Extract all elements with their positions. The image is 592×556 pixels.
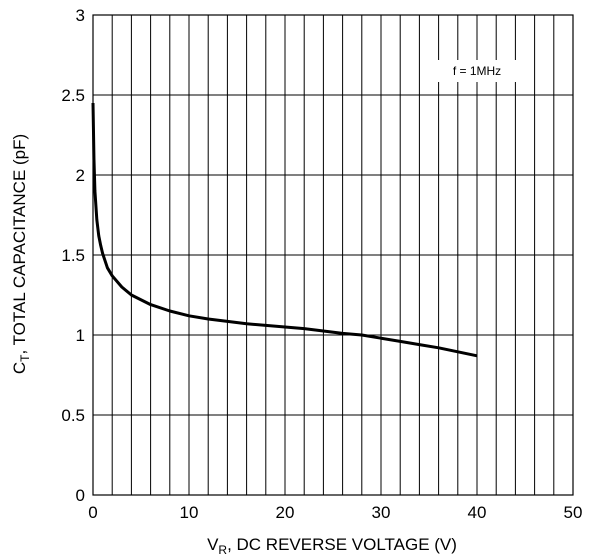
y-tick-label: 0.5 — [61, 406, 85, 425]
x-tick-label: 10 — [180, 503, 199, 522]
plot-border — [92, 14, 574, 496]
y-tick-label: 1.5 — [61, 246, 85, 265]
series-layer — [91, 102, 478, 358]
x-tick-labels: 0 10 20 30 40 50 — [88, 503, 582, 522]
x-tick-label: 20 — [276, 503, 295, 522]
grid — [93, 15, 573, 495]
y-tick-label: 2.5 — [61, 86, 85, 105]
x-axis-label-rest: , DC REVERSE VOLTAGE (V) — [227, 535, 457, 554]
y-axis-label-main: C — [10, 362, 29, 374]
x-axis-label: VR, DC REVERSE VOLTAGE (V) — [207, 535, 457, 556]
series-line — [91, 102, 478, 358]
annotation-text: f = 1MHz — [453, 64, 501, 78]
y-tick-label: 3 — [76, 6, 85, 25]
y-tick-label: 0 — [76, 486, 85, 505]
y-axis-label: CT, TOTAL CAPACITANCE (pF) — [10, 134, 32, 374]
y-tick-label: 2 — [76, 166, 85, 185]
x-axis-label-main: V — [207, 535, 219, 554]
y-axis-label-rest: , TOTAL CAPACITANCE (pF) — [10, 134, 29, 355]
y-tick-labels: 0 0.5 1 1.5 2 2.5 3 — [61, 6, 85, 505]
x-tick-label: 30 — [372, 503, 391, 522]
annotation-background — [437, 60, 518, 82]
x-tick-label: 50 — [564, 503, 583, 522]
y-tick-label: 1 — [76, 326, 85, 345]
x-axis-label-subscript: R — [218, 543, 227, 556]
x-tick-label: 40 — [468, 503, 487, 522]
y-axis-label-subscript: T — [18, 354, 32, 362]
x-tick-label: 0 — [88, 503, 97, 522]
annotation-box: f = 1MHz — [437, 60, 518, 82]
